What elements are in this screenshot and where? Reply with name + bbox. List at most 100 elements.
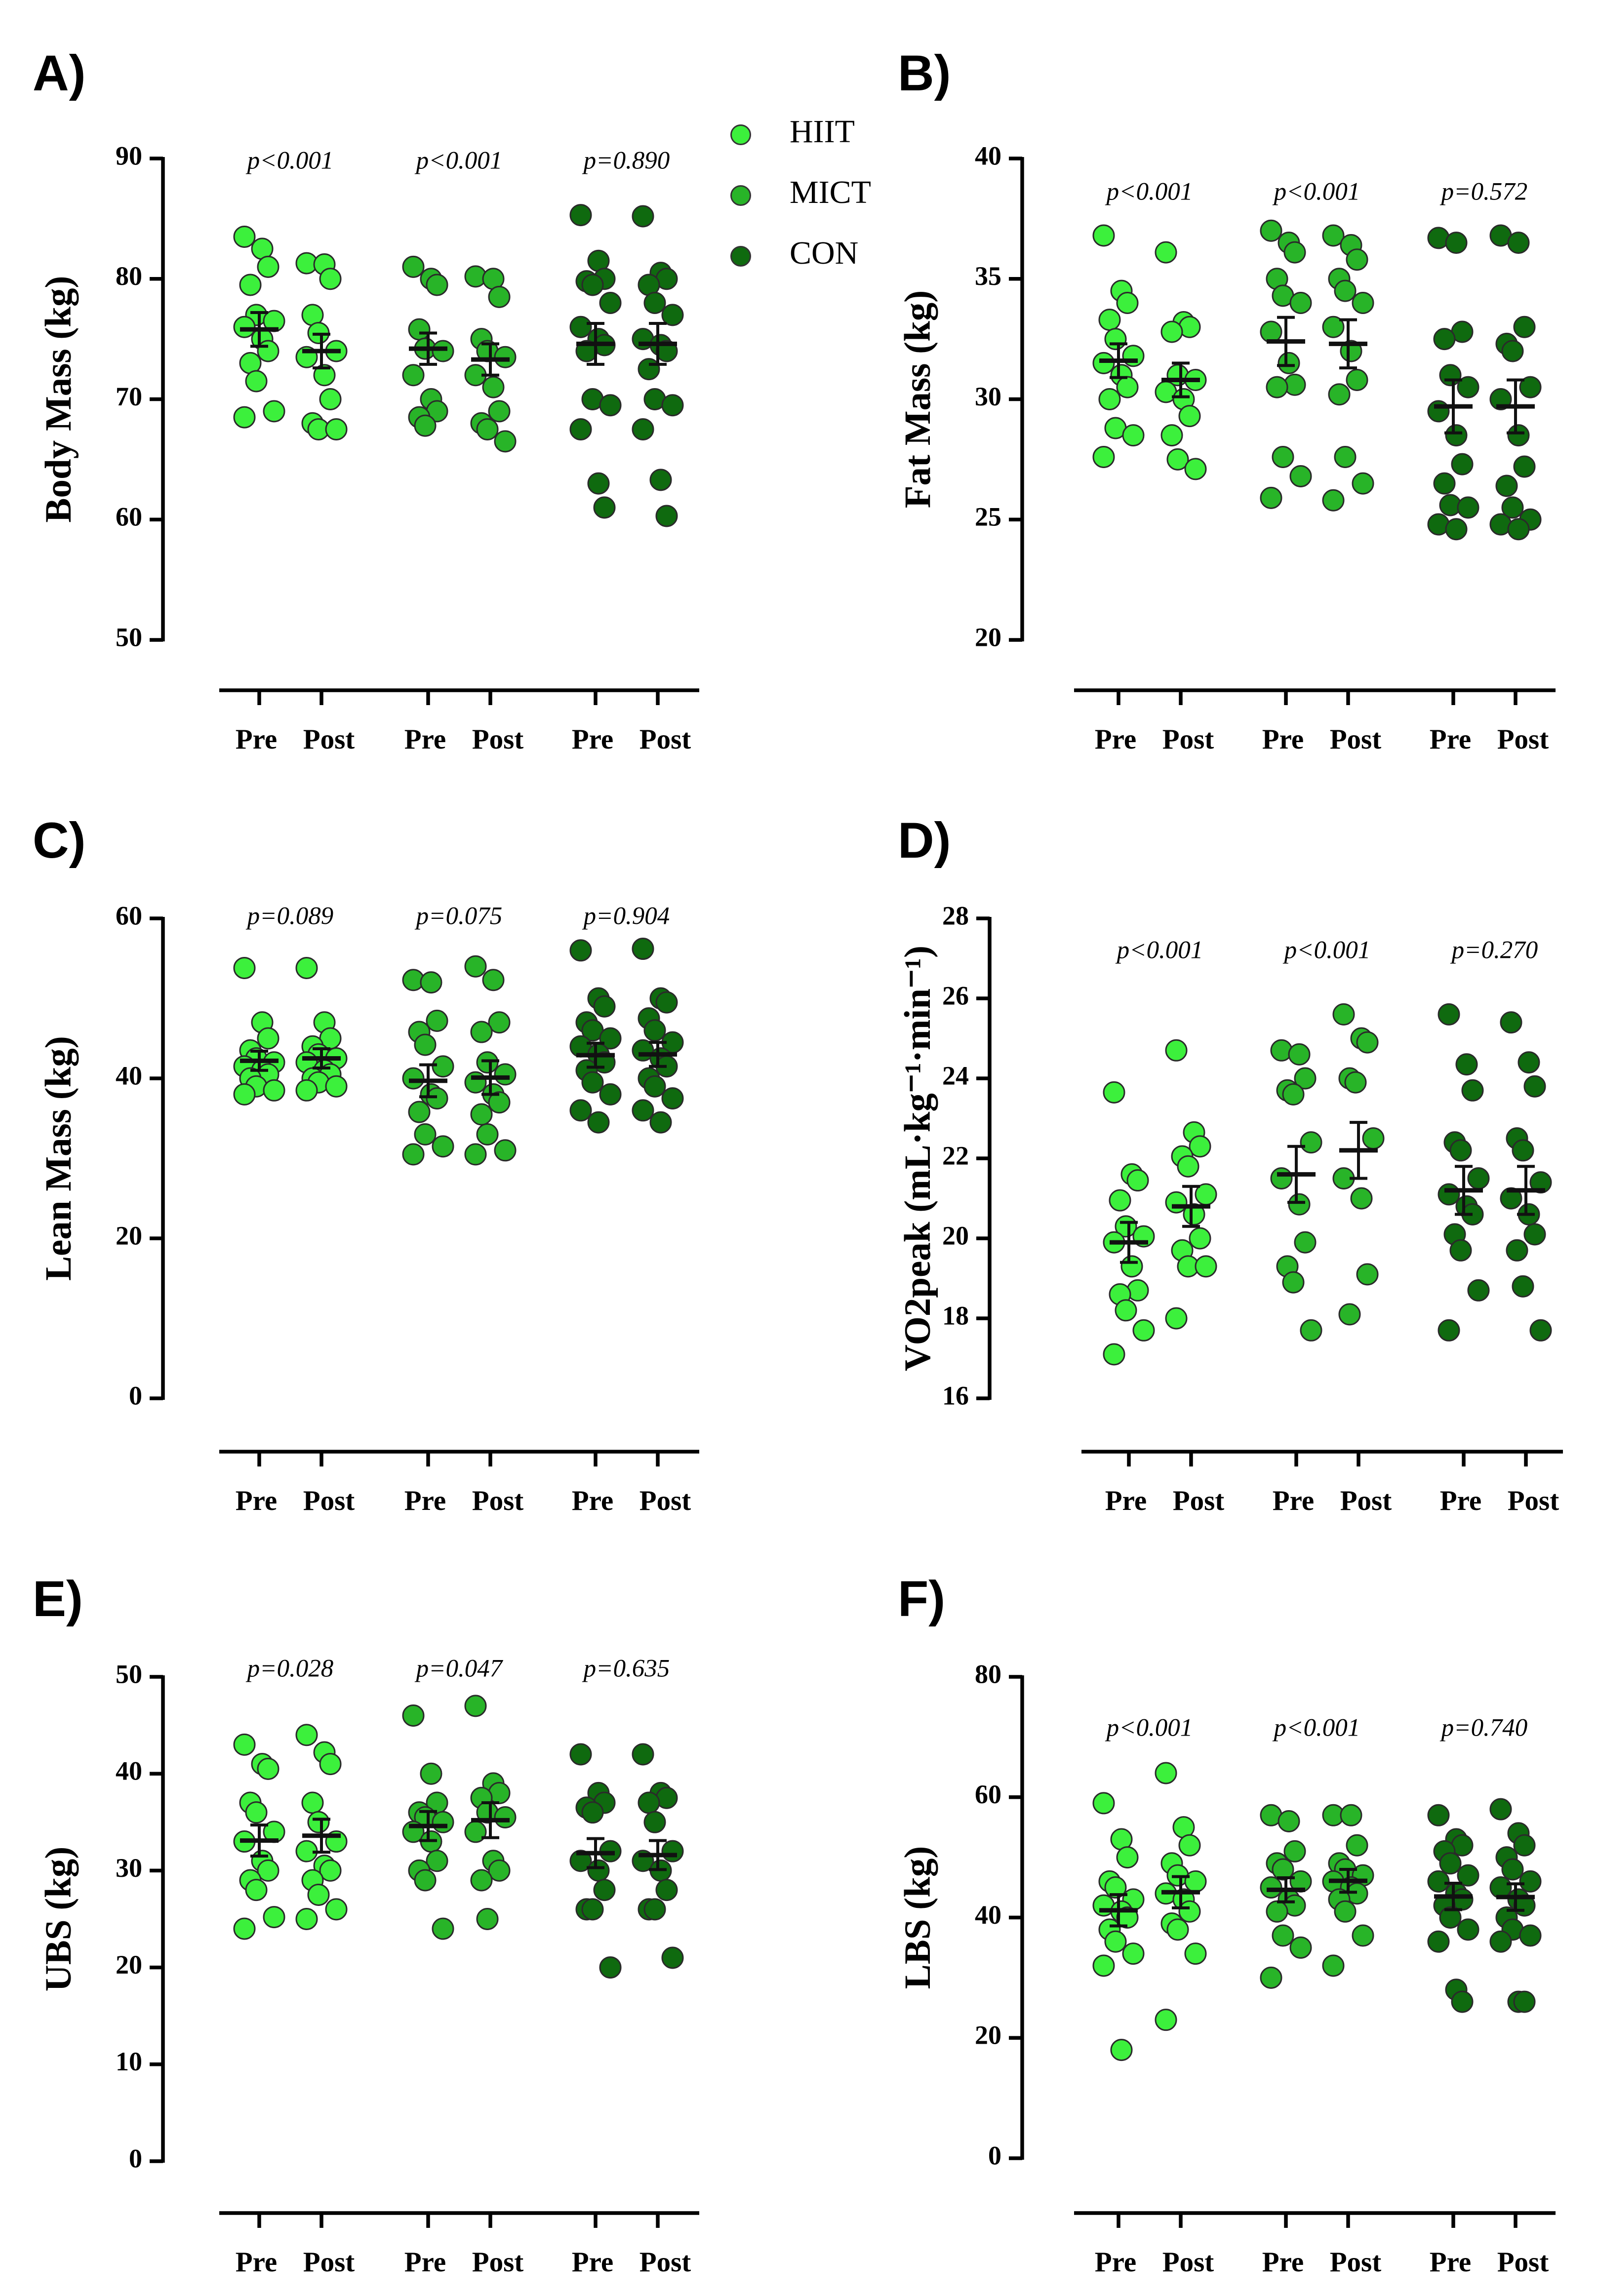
y-tick-label: 35 xyxy=(975,261,1001,291)
data-point xyxy=(1260,1966,1282,1989)
data-point xyxy=(661,1840,684,1862)
data-point xyxy=(593,995,616,1018)
data-point xyxy=(581,1071,604,1094)
data-point xyxy=(1189,1227,1211,1250)
data-point xyxy=(1184,1942,1207,1965)
data-point xyxy=(488,1091,511,1114)
data-point xyxy=(295,1724,318,1746)
data-point xyxy=(420,1762,442,1785)
data-point xyxy=(464,1143,487,1166)
legend-label: MICT xyxy=(790,174,871,210)
data-point xyxy=(1283,1840,1306,1862)
data-point xyxy=(432,340,454,362)
data-point xyxy=(1288,1193,1311,1216)
panel-label: F) xyxy=(898,1571,945,1627)
data-point xyxy=(1356,1263,1379,1286)
data-point xyxy=(1155,1762,1177,1784)
data-point xyxy=(1334,1900,1357,1923)
y-tick-label: 70 xyxy=(116,382,142,411)
p-value: p<0.001 xyxy=(1273,1714,1360,1742)
data-point xyxy=(239,274,262,296)
y-tick-label: 22 xyxy=(942,1141,969,1170)
data-point xyxy=(1352,1924,1374,1947)
p-value: p=0.089 xyxy=(246,903,334,930)
data-point xyxy=(402,1067,425,1090)
data-point xyxy=(1270,1167,1293,1189)
p-value: p=0.270 xyxy=(1450,937,1538,964)
data-point xyxy=(1506,1239,1528,1262)
data-point xyxy=(1439,1852,1462,1875)
legend-marker xyxy=(730,185,751,206)
data-point xyxy=(233,1733,256,1756)
x-tick-label: Pre xyxy=(236,1485,277,1516)
data-point xyxy=(1103,1081,1125,1104)
data-point xyxy=(476,1051,499,1074)
data-point xyxy=(402,1704,425,1727)
data-point xyxy=(1328,383,1351,406)
data-point xyxy=(599,394,622,417)
data-point xyxy=(470,1869,493,1892)
data-point xyxy=(1467,1279,1490,1302)
x-tick-label: Pre xyxy=(1105,1485,1147,1516)
data-point xyxy=(599,292,622,315)
data-point xyxy=(476,1123,499,1146)
data-point xyxy=(1523,1223,1546,1246)
data-point xyxy=(414,1033,437,1056)
data-point xyxy=(643,1019,666,1042)
p-value: p=0.047 xyxy=(415,1655,504,1683)
data-point xyxy=(661,1946,684,1969)
data-point xyxy=(1122,424,1145,447)
data-point xyxy=(1449,1239,1472,1262)
data-point xyxy=(245,1879,268,1901)
data-point xyxy=(488,400,511,423)
data-point xyxy=(1122,345,1145,367)
data-point xyxy=(1433,472,1456,495)
data-point xyxy=(569,204,592,227)
data-point xyxy=(402,255,425,278)
p-value: p=0.635 xyxy=(582,1655,670,1683)
y-tick-label: 40 xyxy=(975,141,1001,170)
x-tick-label: Pre xyxy=(572,724,613,755)
data-point xyxy=(295,956,318,979)
data-point xyxy=(1445,424,1468,447)
data-point xyxy=(1092,1792,1115,1815)
data-point xyxy=(1098,309,1121,331)
data-point xyxy=(482,969,505,991)
data-point xyxy=(494,1063,517,1086)
data-point xyxy=(1489,1930,1512,1953)
y-tick-label: 50 xyxy=(116,1659,142,1689)
data-point xyxy=(599,1027,622,1050)
data-point xyxy=(632,418,654,440)
data-point xyxy=(632,1743,654,1766)
data-point xyxy=(1322,224,1345,247)
data-point xyxy=(593,496,616,519)
data-point xyxy=(470,1021,493,1043)
p-value: p<0.001 xyxy=(246,147,334,175)
p-value: p<0.001 xyxy=(1105,178,1193,206)
y-tick-label: 10 xyxy=(116,2047,142,2076)
data-point xyxy=(661,1087,684,1110)
data-point xyxy=(1178,405,1201,428)
data-point xyxy=(488,285,511,308)
data-point xyxy=(233,406,256,429)
data-point xyxy=(1155,241,1177,264)
data-point xyxy=(1332,1003,1355,1026)
data-point xyxy=(1451,453,1474,475)
data-point xyxy=(649,1111,672,1134)
data-point xyxy=(1346,1834,1368,1857)
data-point xyxy=(1103,1343,1125,1366)
x-tick-label: Pre xyxy=(572,2247,613,2278)
p-value: p=0.572 xyxy=(1440,178,1528,206)
data-point xyxy=(257,1859,280,1882)
data-point xyxy=(1322,1954,1345,1977)
data-point xyxy=(464,955,487,978)
data-point xyxy=(599,1083,622,1106)
y-axis-label: LBS (kg) xyxy=(897,1846,938,1989)
data-point xyxy=(661,304,684,326)
data-point xyxy=(569,939,592,962)
x-tick-label: Post xyxy=(639,1485,691,1516)
data-point xyxy=(245,1801,268,1824)
data-point xyxy=(1507,424,1530,447)
data-point xyxy=(1184,1870,1207,1893)
data-point xyxy=(1438,1319,1460,1342)
